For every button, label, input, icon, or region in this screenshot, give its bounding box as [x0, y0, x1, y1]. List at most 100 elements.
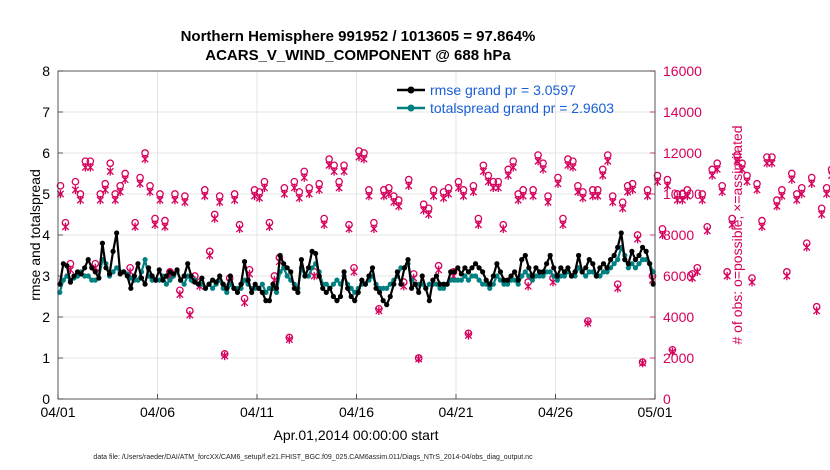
- totalspread-point: [519, 273, 525, 279]
- obs-assimilated-point: [320, 220, 328, 229]
- obs-assimilated-point: [380, 191, 388, 201]
- obs-assimilated-point: [623, 187, 632, 197]
- rmse-point: [455, 265, 461, 271]
- totalspread-point: [209, 285, 216, 291]
- obs-assimilated-point: [758, 222, 766, 231]
- rmse-point: [330, 293, 337, 300]
- totalspread-point: [352, 289, 358, 295]
- rmse-point: [259, 289, 265, 295]
- rmse-point: [558, 265, 564, 271]
- obs-assimilated-point: [310, 271, 318, 281]
- rmse-point: [224, 285, 230, 291]
- y-tick-label-right: 4000: [663, 309, 694, 325]
- obs-assimilated-point: [484, 177, 492, 186]
- rmse-point: [89, 265, 95, 271]
- totalspread-point: [426, 281, 432, 287]
- obs-assimilated-point: [141, 154, 149, 164]
- obs-assimilated-point: [444, 189, 453, 199]
- right-axis-ticks: 0 2000 4000 6000 8000 10000 12000 14000 16000: [650, 63, 702, 407]
- y-tick-label-left: 7: [42, 104, 50, 120]
- rmse-point: [547, 252, 553, 259]
- obs-assimilated-point: [350, 267, 358, 277]
- rmse-point: [359, 277, 365, 283]
- totalspread-point: [284, 273, 290, 279]
- obs-assimilated-point: [564, 161, 572, 170]
- obs-assimilated-point: [509, 163, 517, 172]
- obs-assimilated-point: [250, 191, 259, 201]
- chart-title-line1: Northern Hemisphere 991952 / 1013605 = 9…: [181, 28, 536, 45]
- totalspread-point: [490, 281, 496, 287]
- rmse-point: [369, 265, 376, 271]
- totalspread-point: [330, 281, 337, 287]
- obs-assimilated-point: [594, 191, 602, 201]
- y-tick-label-left: 1: [42, 350, 50, 366]
- obs-assimilated-point: [235, 224, 244, 234]
- rmse-point: [625, 261, 631, 267]
- rmse-point: [376, 289, 383, 295]
- totalspread-point: [504, 281, 511, 287]
- rmse-point: [57, 281, 63, 287]
- rmse-point: [195, 281, 201, 287]
- rmse-point: [263, 298, 269, 304]
- obs-assimilated-point: [434, 265, 443, 275]
- rmse-point: [103, 265, 109, 271]
- totalspread-point: [181, 281, 187, 287]
- totalspread-point: [451, 277, 457, 283]
- rmse-point: [586, 257, 592, 263]
- obs-assimilated-point: [753, 185, 761, 195]
- rmse-point: [270, 281, 276, 287]
- rmse-point: [295, 289, 301, 295]
- totalspread-point: [561, 273, 567, 279]
- rmse-point: [629, 248, 635, 254]
- obs-assimilated-point: [216, 198, 224, 207]
- obs-assimilated-point: [713, 165, 721, 174]
- totalspread-point: [348, 285, 354, 291]
- rmse-point: [533, 265, 539, 271]
- rmse-point: [472, 261, 479, 267]
- rmse-point: [494, 261, 500, 267]
- obs-assimilated-point: [171, 195, 179, 205]
- rmse-point: [440, 281, 447, 287]
- obs-possible-point: [827, 165, 830, 173]
- rmse-point: [142, 281, 148, 287]
- rmse-point: [348, 293, 354, 300]
- obs-assimilated-point: [315, 185, 323, 195]
- rmse-point: [604, 265, 610, 271]
- rmse-point: [362, 281, 368, 287]
- obs-assimilated-point: [61, 222, 70, 231]
- rmse-point: [156, 267, 162, 273]
- totalspread-point: [515, 281, 521, 287]
- obs-assimilated-point: [121, 175, 129, 184]
- rmse-point: [512, 269, 518, 275]
- obs-assimilated-point: [529, 191, 537, 201]
- totalspread-point: [57, 289, 63, 295]
- rmse-point: [384, 302, 390, 308]
- rmse-point: [149, 273, 155, 279]
- totalspread-point: [597, 273, 603, 279]
- obs-assimilated-point: [773, 202, 781, 211]
- rmse-point: [71, 273, 77, 279]
- obs-assimilated-point: [370, 224, 378, 234]
- x-axis-label: Apr.01,2014 00:00:00 start: [273, 427, 438, 443]
- obs-possible-point: [56, 181, 65, 190]
- rmse-point: [391, 281, 397, 287]
- rmse-point: [504, 277, 511, 283]
- obs-assimilated-point: [424, 210, 433, 219]
- rmse-point: [217, 273, 223, 279]
- obs-assimilated-point: [688, 273, 696, 283]
- rmse-point: [234, 289, 241, 295]
- y-tick-label-right: 12000: [663, 145, 702, 161]
- obs-assimilated-point: [469, 187, 478, 197]
- rmse-point: [451, 269, 457, 275]
- rmse-point: [643, 248, 649, 254]
- y-tick-label-right: 14000: [663, 104, 702, 120]
- totalspread-point: [440, 285, 447, 291]
- rmse-point: [408, 285, 415, 291]
- rmse-point: [78, 271, 84, 277]
- rmse-point: [366, 273, 372, 279]
- totalspread-point: [497, 277, 504, 283]
- totalspread-point: [526, 273, 532, 279]
- totalspread-point: [156, 277, 162, 283]
- obs-assimilated-point: [146, 187, 154, 197]
